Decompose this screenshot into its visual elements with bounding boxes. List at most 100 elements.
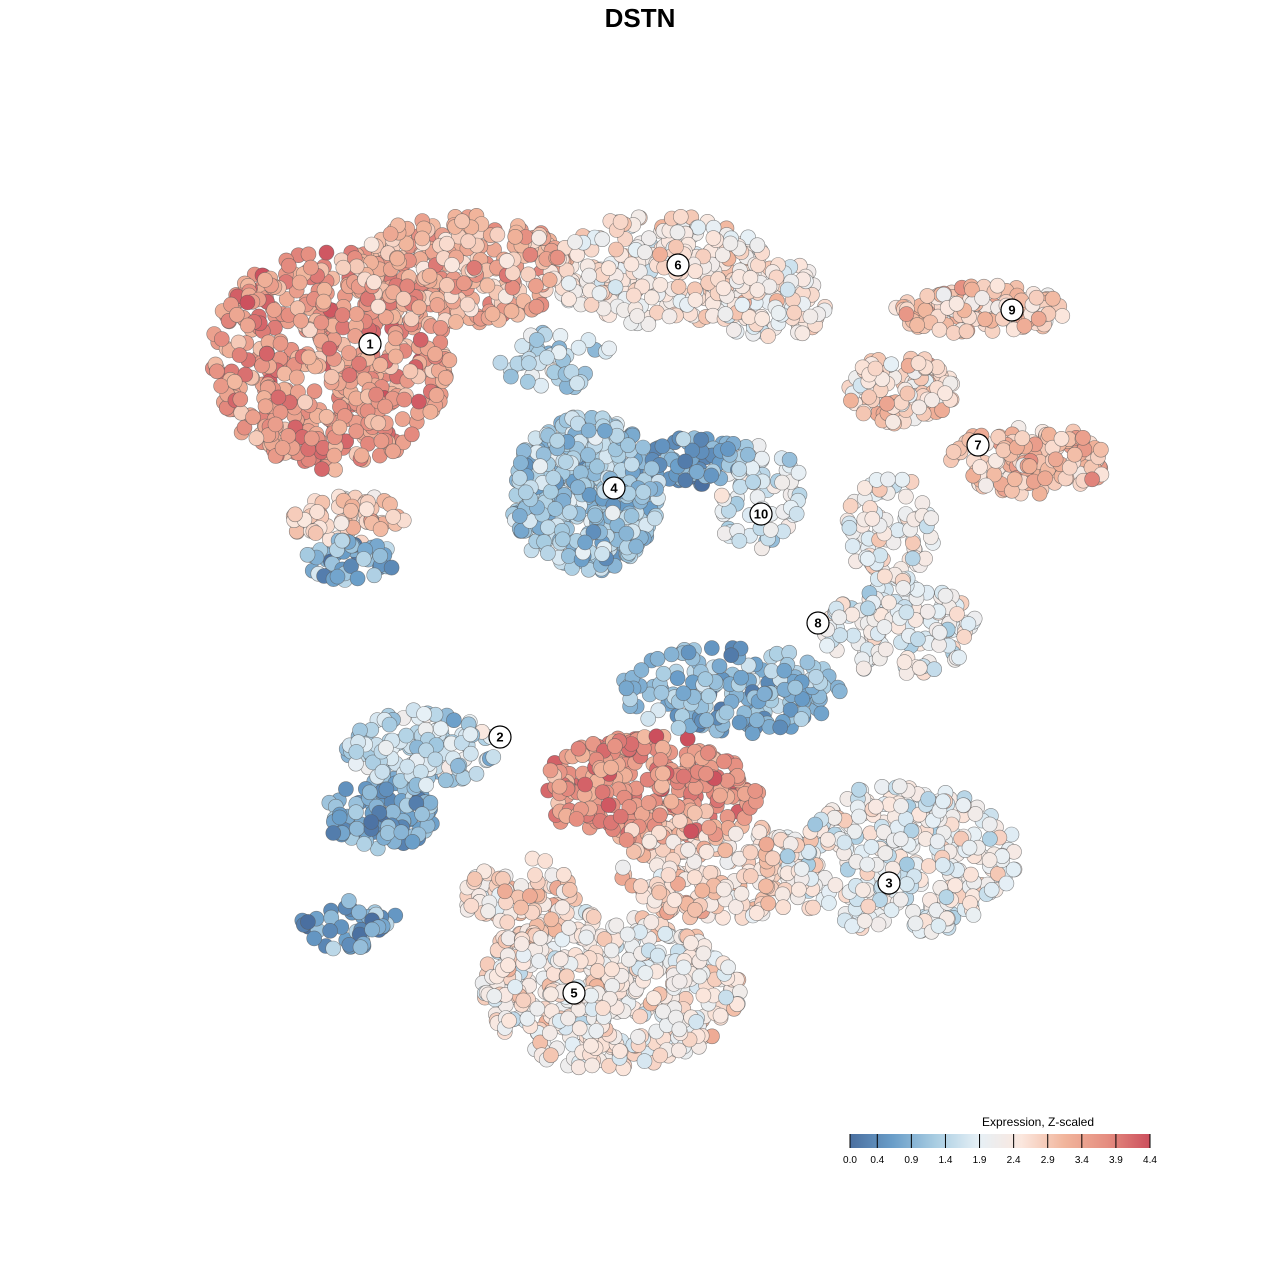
data-point <box>542 762 559 779</box>
data-point <box>855 660 872 677</box>
data-point <box>379 825 396 841</box>
data-point <box>851 781 867 798</box>
data-point <box>883 356 900 373</box>
data-point <box>831 609 848 626</box>
data-point <box>856 913 873 929</box>
data-point <box>378 309 394 326</box>
data-point <box>851 808 867 825</box>
data-point <box>403 311 420 327</box>
data-point <box>314 461 330 477</box>
data-point <box>923 510 940 527</box>
data-point <box>245 409 261 426</box>
data-point <box>931 321 948 338</box>
data-point <box>972 459 988 475</box>
data-point <box>937 587 954 604</box>
data-point <box>844 606 860 623</box>
data-point <box>625 287 642 304</box>
data-point <box>492 354 509 371</box>
data-point <box>607 279 624 296</box>
data-point <box>603 942 620 959</box>
data-point <box>348 258 365 275</box>
data-point <box>760 895 777 912</box>
data-point <box>446 712 462 729</box>
data-point <box>620 437 636 454</box>
data-point <box>881 594 897 611</box>
data-point <box>751 824 768 841</box>
data-point <box>428 387 445 403</box>
data-point <box>589 963 606 979</box>
data-point <box>272 335 289 352</box>
data-point <box>372 548 389 564</box>
data-point <box>654 438 671 455</box>
data-point <box>511 470 528 486</box>
data-point <box>547 501 564 517</box>
data-point <box>841 519 858 536</box>
data-point <box>561 275 577 292</box>
data-point <box>653 684 670 701</box>
data-point <box>703 640 720 656</box>
data-point <box>793 711 810 727</box>
data-point <box>726 322 742 338</box>
data-point <box>723 647 740 664</box>
data-point <box>919 288 936 304</box>
data-point <box>790 464 807 481</box>
data-point <box>909 317 926 333</box>
data-point <box>958 323 975 340</box>
data-point <box>758 878 774 895</box>
data-point <box>587 507 603 524</box>
data-point <box>585 524 602 540</box>
data-point <box>366 274 382 291</box>
data-point <box>632 878 649 895</box>
data-point <box>951 649 967 666</box>
legend-tick-label: 3.9 <box>1109 1155 1123 1166</box>
data-point <box>540 545 556 562</box>
data-point <box>528 298 545 315</box>
data-point <box>589 458 605 475</box>
data-point <box>843 392 859 409</box>
data-point <box>948 295 965 312</box>
data-point <box>418 777 435 793</box>
data-point <box>489 226 506 243</box>
data-point <box>323 369 340 385</box>
data-point <box>466 871 483 887</box>
data-point <box>930 918 947 934</box>
data-point <box>612 808 629 825</box>
data-point <box>325 825 342 841</box>
data-point <box>748 712 765 729</box>
data-point <box>374 763 391 780</box>
data-point <box>257 398 274 415</box>
data-point <box>334 307 351 323</box>
data-point <box>454 213 470 229</box>
data-point <box>844 538 861 554</box>
data-point <box>466 260 483 276</box>
data-point <box>532 930 549 946</box>
data-point <box>720 441 736 457</box>
data-point <box>898 488 914 505</box>
data-point <box>333 515 350 532</box>
data-point <box>842 498 859 514</box>
data-point <box>855 882 871 898</box>
data-point <box>326 447 343 464</box>
data-point <box>775 899 792 916</box>
data-point <box>570 1059 587 1076</box>
data-point <box>931 624 948 641</box>
legend-tick-label: 2.4 <box>1007 1155 1021 1166</box>
data-point <box>549 432 566 449</box>
legend-tick-label: 4.4 <box>1143 1155 1157 1166</box>
data-point <box>623 456 640 473</box>
data-point <box>934 402 950 419</box>
data-point <box>577 534 593 551</box>
cluster-label-text: 7 <box>974 438 981 453</box>
legend-tick-label: 2.9 <box>1041 1155 1055 1166</box>
data-point <box>827 877 844 893</box>
data-point <box>791 881 807 898</box>
data-point <box>353 447 370 464</box>
data-point <box>671 1042 687 1059</box>
data-point <box>529 1000 546 1017</box>
data-point <box>503 303 520 319</box>
data-point <box>462 726 479 743</box>
data-point <box>758 836 775 853</box>
data-point <box>821 895 837 911</box>
data-point <box>348 306 365 322</box>
data-point <box>635 484 652 500</box>
